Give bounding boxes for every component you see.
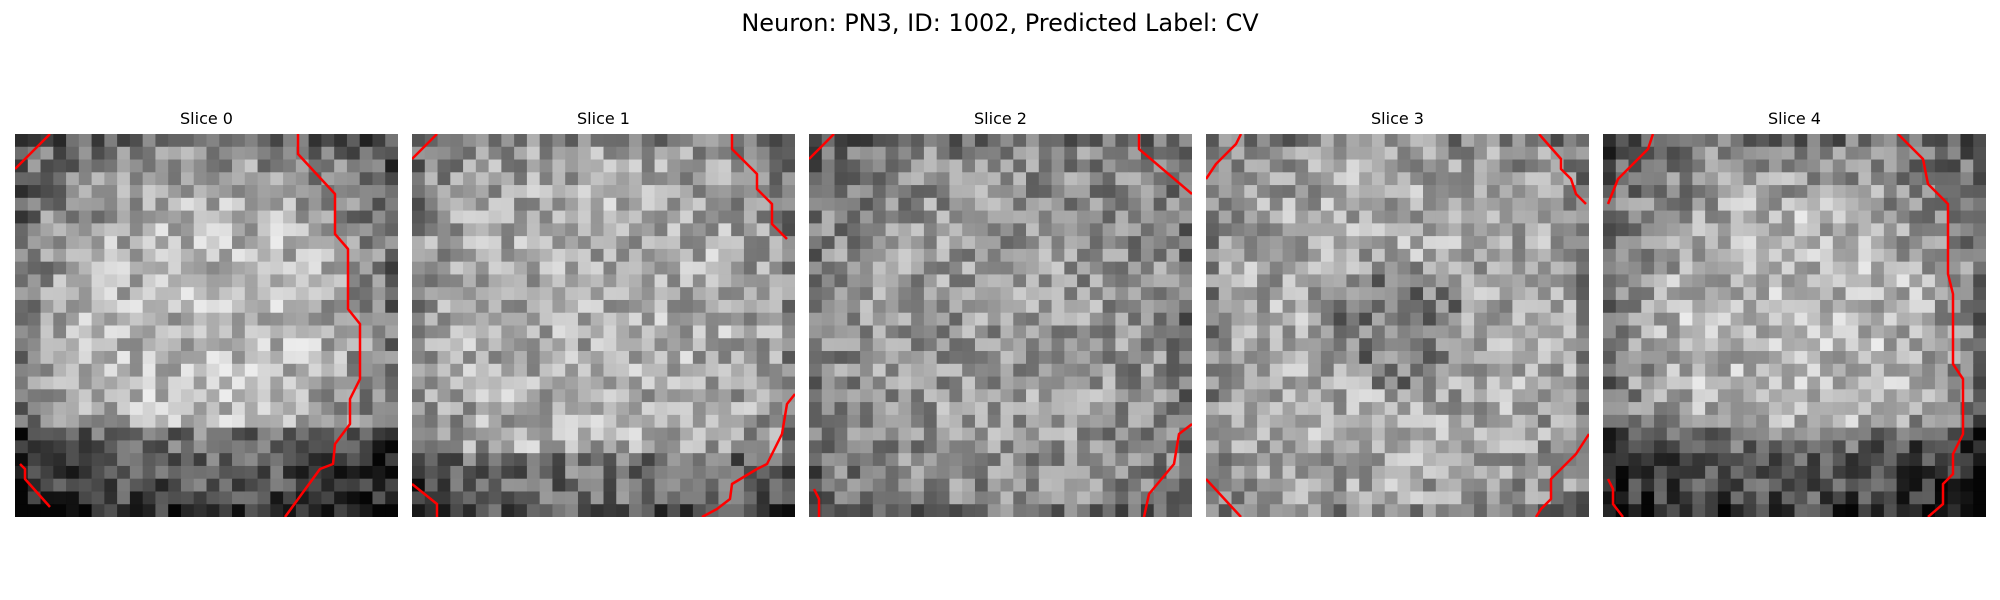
contour-line-4-0 bbox=[1606, 134, 1655, 205]
contour-line-4-1 bbox=[1897, 134, 1965, 517]
contour-line-3-2 bbox=[1534, 433, 1589, 517]
contour-line-3-0 bbox=[1206, 134, 1243, 180]
contour-line-1-2 bbox=[701, 393, 795, 517]
slice-panel-4: Slice 4 bbox=[1603, 108, 1986, 517]
slice-title-3: Slice 3 bbox=[1371, 109, 1424, 128]
contour-line-3-3 bbox=[1206, 478, 1242, 517]
contour-line-2-2 bbox=[1142, 423, 1192, 517]
contour-line-0-0 bbox=[15, 134, 51, 170]
slice-pixels-1 bbox=[412, 134, 795, 517]
figure-title: Neuron: PN3, ID: 1002, Predicted Label: … bbox=[741, 9, 1259, 37]
contour-line-2-3 bbox=[812, 488, 821, 517]
contour-line-3-1 bbox=[1538, 134, 1587, 205]
slice-panel-1: Slice 1 bbox=[412, 108, 795, 517]
slice-image-0 bbox=[15, 134, 398, 517]
slice-panel-0: Slice 0 bbox=[15, 108, 398, 517]
slice-title-1: Slice 1 bbox=[577, 109, 630, 128]
contour-line-0-1 bbox=[283, 134, 362, 517]
slice-image-4 bbox=[1603, 134, 1986, 517]
slice-pixels-3 bbox=[1206, 134, 1589, 517]
slice-title-2: Slice 2 bbox=[974, 109, 1027, 128]
contour-line-4-2 bbox=[1606, 478, 1624, 517]
contour-line-0-2 bbox=[19, 463, 51, 508]
slice-panel-3: Slice 3 bbox=[1206, 108, 1589, 517]
contour-line-2-1 bbox=[1137, 134, 1192, 195]
contour-line-1-3 bbox=[412, 483, 439, 517]
slice-pixels-0 bbox=[15, 134, 398, 517]
slice-pixels-2 bbox=[809, 134, 1192, 517]
slice-title-0: Slice 0 bbox=[180, 109, 233, 128]
contour-line-1-0 bbox=[412, 134, 438, 160]
slice-image-1 bbox=[412, 134, 795, 517]
slice-pixels-4 bbox=[1603, 134, 1986, 517]
slice-image-2 bbox=[809, 134, 1192, 517]
contour-line-1-1 bbox=[730, 134, 788, 240]
slice-title-4: Slice 4 bbox=[1768, 109, 1821, 128]
slice-image-3 bbox=[1206, 134, 1589, 517]
slice-panel-2: Slice 2 bbox=[809, 108, 1192, 517]
contour-line-2-0 bbox=[809, 134, 835, 160]
